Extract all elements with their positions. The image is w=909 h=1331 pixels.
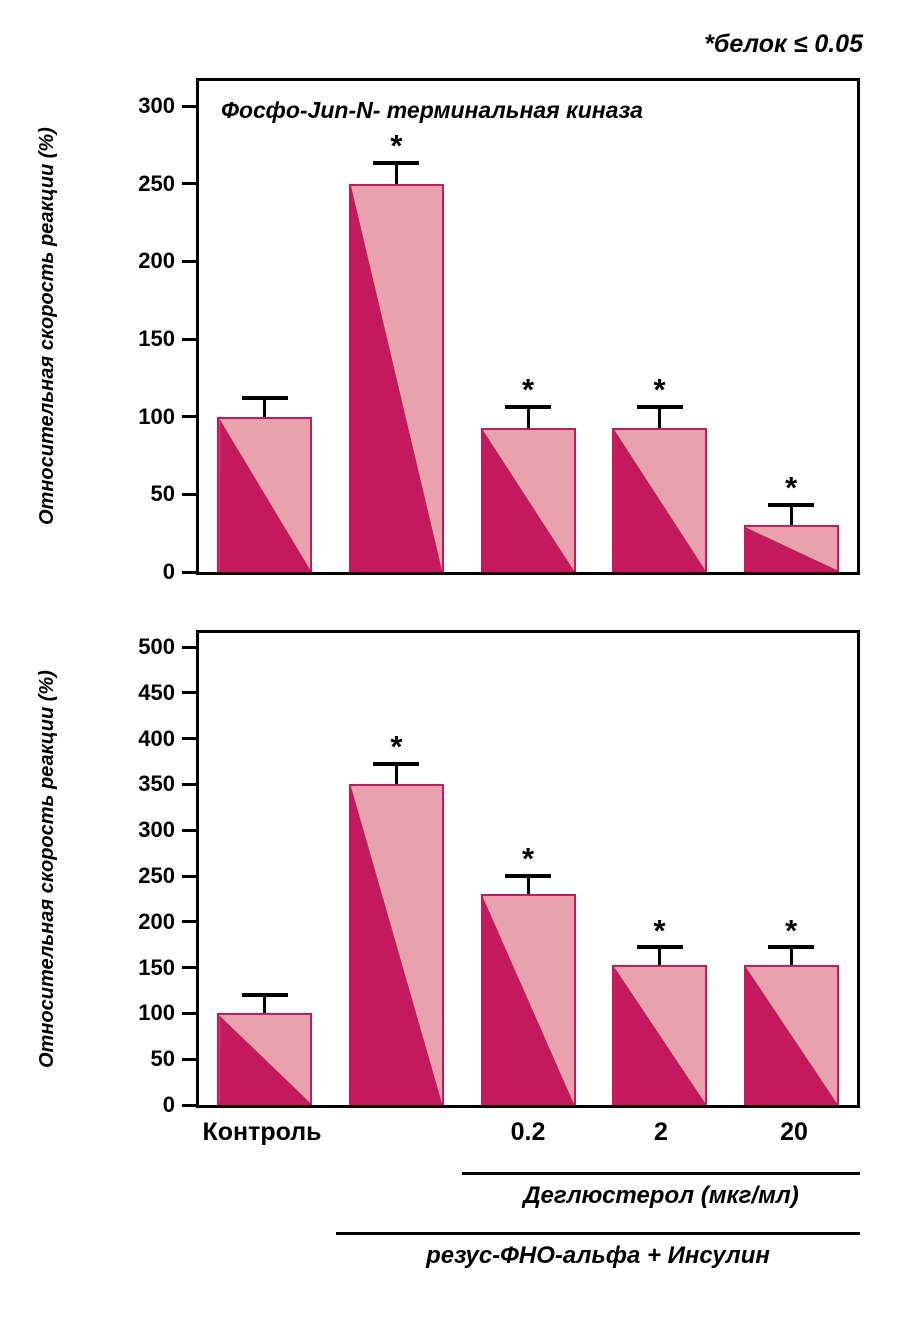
significance-asterisk: * bbox=[390, 729, 403, 765]
significance-asterisk: * bbox=[653, 372, 666, 408]
x-label-dose-2: 2 bbox=[654, 1118, 668, 1146]
significance-asterisk: * bbox=[785, 912, 798, 948]
bar bbox=[480, 894, 576, 1105]
error-bar-cap bbox=[505, 404, 551, 409]
error-bar-stem bbox=[658, 408, 662, 428]
bar bbox=[348, 784, 444, 1105]
y-tick bbox=[182, 1011, 199, 1015]
y-tick-label: 100 bbox=[138, 1000, 175, 1026]
x-label-dose-0-2: 0.2 bbox=[510, 1118, 546, 1146]
significance-note: *белок ≤ 0.05 bbox=[704, 30, 863, 58]
error-bar-stem bbox=[789, 506, 793, 526]
x-label-dose-20: 20 bbox=[780, 1118, 808, 1146]
bar-diagonal-fill bbox=[614, 429, 706, 570]
error-bar-cap bbox=[636, 945, 683, 950]
treatment-group-line bbox=[336, 1232, 860, 1235]
y-tick-label: 0 bbox=[162, 1092, 175, 1117]
error-bar-stem bbox=[263, 996, 267, 1014]
error-bar-stem bbox=[263, 399, 267, 417]
error-bar-stem bbox=[394, 766, 398, 785]
error-bar-stem bbox=[789, 949, 793, 965]
significance-asterisk: * bbox=[521, 372, 535, 408]
dose-group-line bbox=[462, 1172, 860, 1175]
y-tick-label: 200 bbox=[138, 248, 175, 274]
error-bar-cap bbox=[241, 395, 288, 400]
y-tick-label: 100 bbox=[138, 403, 175, 429]
y-tick bbox=[182, 828, 199, 832]
bar-diagonal-fill bbox=[219, 418, 311, 570]
bar bbox=[612, 964, 708, 1105]
error-bar-stem bbox=[394, 165, 398, 184]
bar bbox=[612, 427, 708, 572]
bar bbox=[217, 416, 313, 572]
bar-diagonal-fill bbox=[482, 896, 574, 1103]
error-bar-cap bbox=[636, 404, 683, 409]
y-axis-label-bottom: Относительная скорость реакции (%) bbox=[36, 670, 58, 1068]
y-tick-label: 200 bbox=[138, 908, 175, 934]
plot-area-bottom: 0 50 100 150 200 250 300 350 400 450 500 * * * * bbox=[138, 630, 860, 1116]
error-bar-stem bbox=[526, 408, 530, 428]
y-tick bbox=[182, 104, 199, 108]
bar bbox=[217, 1013, 313, 1105]
y-tick bbox=[182, 1057, 199, 1061]
y-tick-label: 400 bbox=[138, 725, 175, 751]
y-tick bbox=[182, 1103, 199, 1107]
treatment-group-label: резус-ФНО-альфа + Инсулин bbox=[426, 1242, 770, 1269]
significance-asterisk: * bbox=[653, 912, 666, 948]
y-tick bbox=[182, 492, 199, 496]
error-bar-stem bbox=[526, 877, 530, 895]
error-bar-cap bbox=[373, 161, 420, 166]
y-tick-label: 500 bbox=[138, 634, 175, 659]
y-tick bbox=[182, 337, 199, 341]
y-tick bbox=[182, 966, 199, 970]
significance-asterisk: * bbox=[390, 128, 403, 164]
error-bar-stem bbox=[658, 949, 662, 965]
bar-diagonal-fill bbox=[745, 966, 837, 1103]
y-tick bbox=[182, 570, 199, 574]
bar bbox=[348, 183, 444, 572]
y-tick-label: 50 bbox=[150, 481, 175, 507]
bar bbox=[743, 525, 839, 572]
y-tick-label: 0 bbox=[162, 559, 175, 584]
error-bar-cap bbox=[768, 502, 815, 507]
bar-diagonal-fill bbox=[482, 429, 574, 570]
error-bar-cap bbox=[768, 945, 815, 950]
y-tick bbox=[182, 920, 199, 924]
significance-asterisk: * bbox=[521, 841, 535, 877]
error-bar-cap bbox=[241, 992, 288, 997]
bar-diagonal-fill bbox=[350, 786, 442, 1103]
y-tick-label: 150 bbox=[138, 326, 175, 351]
bar-diagonal-fill bbox=[614, 966, 706, 1103]
bar-diagonal-fill bbox=[219, 1015, 311, 1103]
plot-area-top: Фосфо-Jun-N- терминальная киназа 0 50 100 1… bbox=[138, 78, 860, 583]
y-tick-label: 350 bbox=[138, 771, 175, 797]
dose-group-label: Деглюстерол (мкг/мл) bbox=[523, 1182, 799, 1209]
bar bbox=[480, 427, 576, 572]
y-tick bbox=[182, 182, 199, 186]
significance-asterisk: * bbox=[785, 470, 798, 506]
y-tick-label: 150 bbox=[138, 954, 175, 980]
y-tick bbox=[182, 874, 199, 878]
y-tick-label: 50 bbox=[150, 1046, 175, 1072]
bar-diagonal-fill bbox=[350, 185, 442, 570]
y-tick-label: 250 bbox=[138, 863, 175, 888]
y-tick bbox=[182, 415, 199, 419]
y-tick-label: 300 bbox=[138, 817, 175, 843]
y-tick bbox=[182, 259, 199, 263]
y-axis-label-top: Относительная скорость реакции (%) bbox=[36, 127, 58, 526]
y-tick bbox=[182, 691, 199, 695]
error-bar-cap bbox=[505, 873, 551, 878]
y-tick bbox=[182, 645, 199, 649]
y-tick-label: 450 bbox=[138, 679, 175, 705]
bar-diagonal-fill bbox=[745, 527, 837, 570]
error-bar-cap bbox=[373, 762, 420, 767]
y-tick-label: 300 bbox=[138, 93, 175, 118]
y-tick-label: 250 bbox=[138, 170, 175, 196]
x-label-control: Контроль bbox=[202, 1118, 322, 1146]
chart-title: Фосфо-Jun-N- терминальная киназа bbox=[221, 97, 643, 123]
bar bbox=[743, 964, 839, 1105]
y-tick bbox=[182, 782, 199, 786]
y-tick bbox=[182, 737, 199, 741]
